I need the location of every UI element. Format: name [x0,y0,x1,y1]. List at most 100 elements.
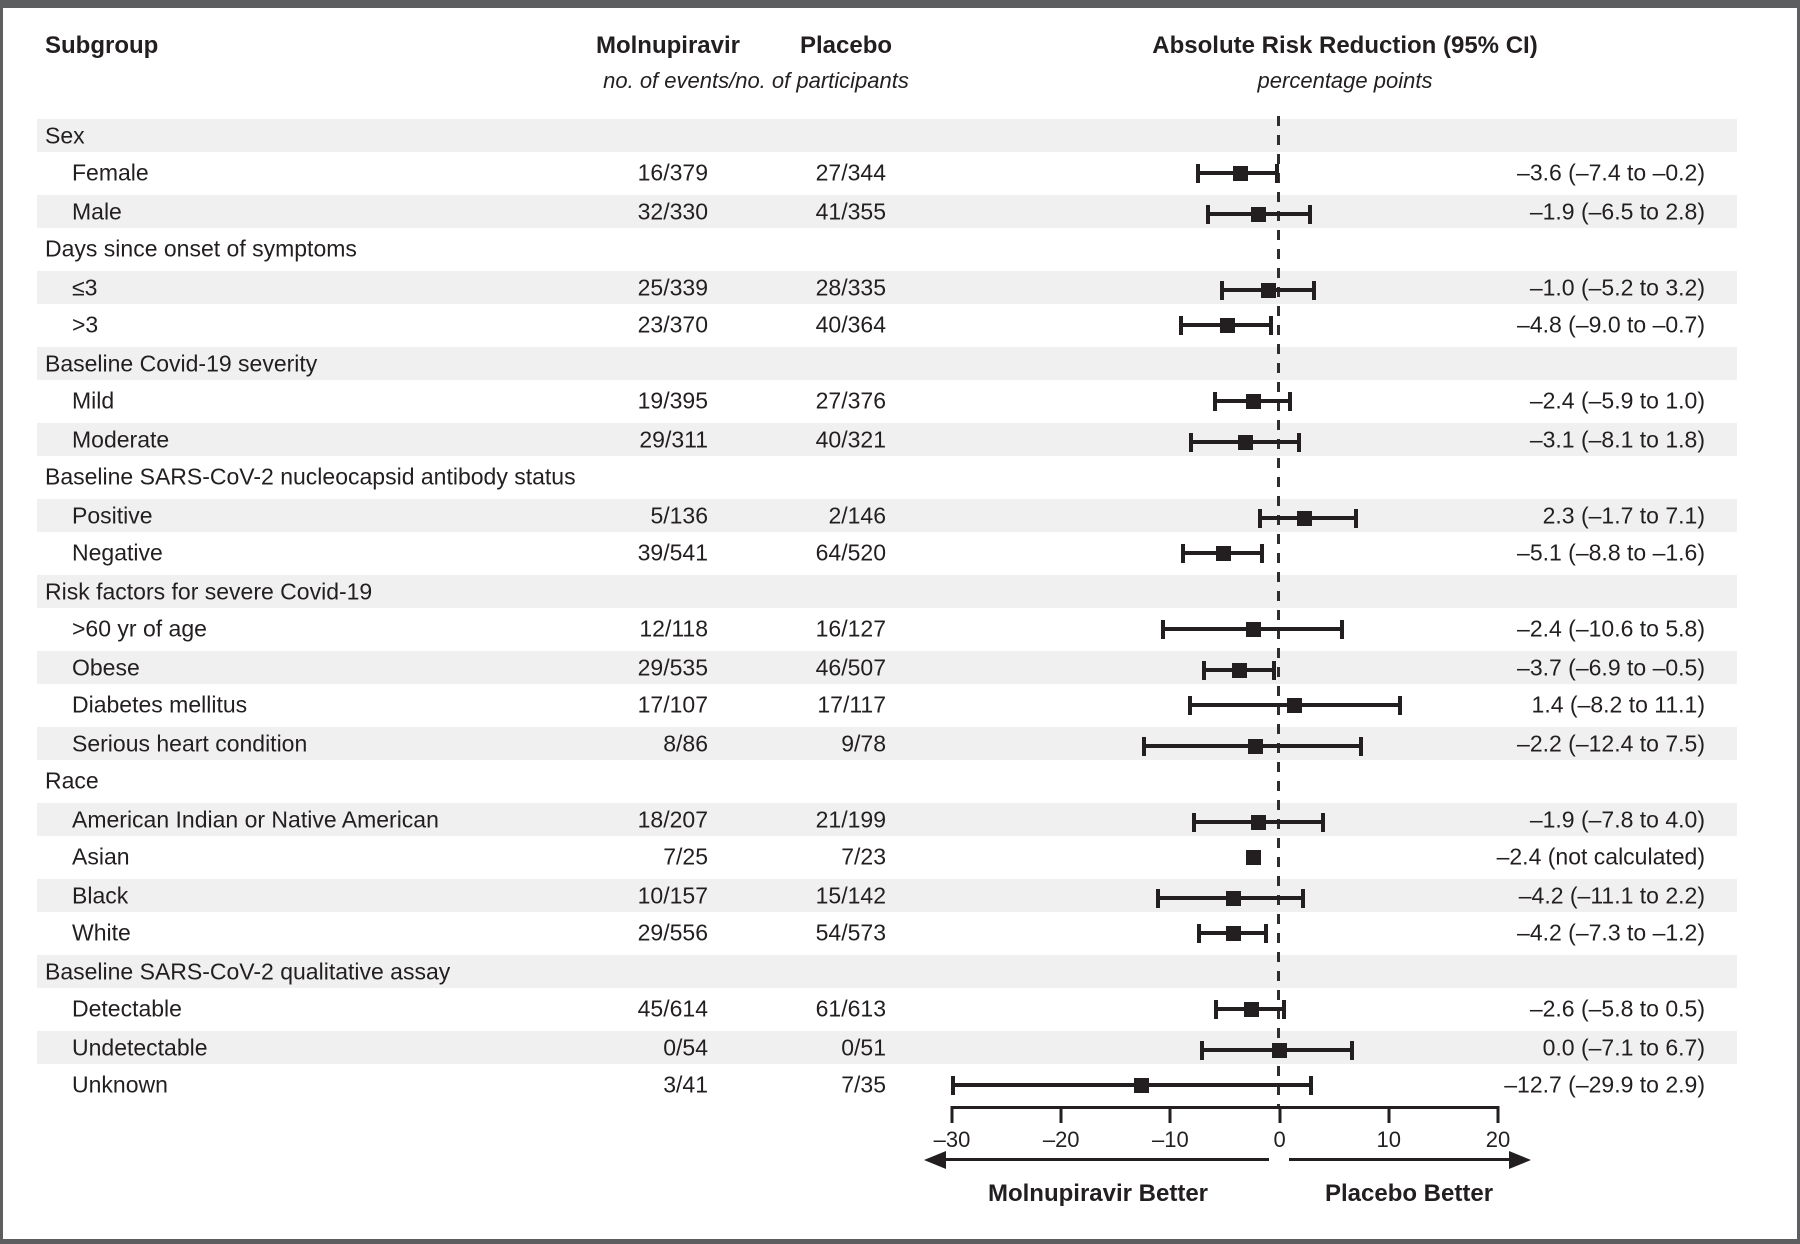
x-axis-tick [1059,1106,1063,1123]
x-axis-tick [1278,1106,1282,1123]
placebo-events-value: 28/335 [815,274,886,300]
x-axis-tick [1496,1106,1500,1123]
arr-ci-value: –2.2 (–12.4 to 7.5) [1517,730,1705,756]
x-axis-tick [1168,1106,1172,1123]
molnupiravir-events-value: 23/370 [637,311,708,338]
forest-plot-cell [952,914,1497,952]
table-row: White 29/556 54/573 –4.2 (–7.3 to –1.2) [37,914,1737,952]
point-estimate-marker [1251,815,1267,830]
forest-plot-cell [952,195,1497,233]
ci-whisker-cap [1201,661,1206,680]
x-axis-line [952,1106,1498,1109]
subgroup-label: Moderate [72,426,170,452]
forest-plot-cell [952,154,1497,192]
group-header-row: Baseline SARS-CoV-2 nucleocapsid antibod… [37,458,1737,496]
point-estimate-marker [1251,207,1267,222]
x-axis-tick [1387,1106,1391,1123]
forest-plot-cell [952,534,1497,572]
subgroup-label: American Indian or Native American [72,806,439,832]
subgroup-label: >3 [72,311,99,338]
subgroup-label: Mild [72,387,115,414]
x-axis-tick-label: –10 [1152,1127,1189,1152]
table-row: ≤3 25/339 28/335 –1.0 (–5.2 to 3.2) [37,268,1737,306]
right-arrowhead-icon [1509,1150,1531,1169]
ci-whisker-cap [1269,316,1274,335]
placebo-events-value: 54/573 [815,919,886,946]
subgroup-label: Black [72,882,129,908]
table-row: Moderate 29/311 40/321 –3.1 (–8.1 to 1.8… [37,420,1737,458]
forest-plot-cell [952,686,1497,724]
ci-whisker-cap [1187,696,1192,715]
molnupiravir-events-value: 29/556 [637,919,708,946]
molnupiravir-events-value: 7/25 [663,843,708,870]
placebo-events-value: 7/35 [841,1071,886,1098]
molnupiravir-events-value: 39/541 [637,539,708,566]
molnupiravir-events-value: 25/339 [637,274,708,300]
table-row: American Indian or Native American 18/20… [37,800,1737,838]
forest-plot-cell [952,499,1497,537]
placebo-events-value: 40/364 [815,311,886,338]
ci-whisker-cap [1271,661,1276,680]
placebo-events-value: 61/613 [815,995,886,1022]
placebo-events-value: 16/127 [815,615,886,642]
forest-plot-cell [952,727,1497,765]
x-axis-tick-label: –20 [1042,1127,1080,1152]
column-header-molnupiravir: Molnupiravir [595,32,740,59]
group-header-row: Race [37,762,1737,800]
ci-whisker-cap [1340,620,1345,639]
x-axis-tick-label: 10 [1376,1127,1402,1152]
point-estimate-marker [1245,394,1261,409]
subgroup-label: Asian [72,843,130,870]
subgroup-label: Baseline SARS-CoV-2 qualitative assay [45,958,451,984]
forest-plot-cell [952,803,1497,841]
point-estimate-marker [1226,891,1242,906]
subgroup-label: Days since onset of symptoms [45,235,357,262]
x-axis-tick-label: 0 [1273,1127,1286,1152]
point-estimate-marker [1245,850,1261,865]
ci-whisker-cap [1320,813,1325,832]
arr-ci-value: –1.0 (–5.2 to 3.2) [1529,274,1705,300]
arr-ci-value: –3.1 (–8.1 to 1.8) [1529,426,1705,452]
forest-plot-cell [952,423,1497,461]
ci-whisker-cap [1308,1076,1313,1095]
subgroup-label: White [72,919,131,946]
forest-plot-cell [952,382,1497,420]
column-header-arr: Absolute Risk Reduction (95% CI) [1152,32,1538,59]
table-row: Black 10/157 15/142 –4.2 (–11.1 to 2.2) [37,876,1737,914]
molnupiravir-events-value: 32/330 [637,198,708,224]
table-row: Detectable 45/614 61/613 –2.6 (–5.8 to 0… [37,990,1737,1028]
point-estimate-marker [1219,318,1235,333]
x-axis-tick [950,1106,954,1123]
table-row: Asian 7/25 7/23 –2.4 (not calculated) [37,838,1737,876]
placebo-events-value: 17/117 [817,691,886,718]
placebo-events-value: 2/146 [828,502,886,528]
point-estimate-marker [1243,1002,1259,1017]
ci-whisker-cap [1350,1041,1355,1060]
arr-ci-value: –4.2 (–11.1 to 2.2) [1518,882,1705,908]
subgroup-label: Serious heart condition [72,730,308,756]
molnupiravir-events-value: 29/311 [639,426,708,452]
arr-ci-value: –3.6 (–7.4 to –0.2) [1517,159,1705,186]
right-direction-arrow [1289,1150,1531,1169]
subgroup-label: Diabetes mellitus [72,691,248,718]
subgroup-label: Negative [72,539,163,566]
ci-whisker-cap [1161,620,1166,639]
point-estimate-marker [1287,698,1303,713]
subgroup-label: Baseline SARS-CoV-2 nucleocapsid antibod… [45,463,576,490]
point-estimate-marker [1133,1078,1149,1093]
ci-whisker-cap [1274,164,1279,183]
molnupiravir-events-value: 0/54 [663,1034,708,1060]
ci-whisker-cap [1220,281,1225,300]
subgroup-label: Female [72,159,149,186]
ci-whisker-cap [1311,281,1316,300]
ci-whisker-cap [1191,813,1196,832]
group-header-row: Baseline Covid-19 severity [37,344,1737,382]
point-estimate-marker [1245,622,1261,637]
forest-plot-cell [952,838,1497,876]
point-estimate-marker [1232,166,1248,181]
subgroup-label: Unknown [72,1071,168,1098]
arr-ci-value: –4.2 (–7.3 to –1.2) [1517,919,1705,946]
subgroup-label: Risk factors for severe Covid-19 [45,578,373,604]
ci-whisker-cap [1397,696,1402,715]
column-header-placebo: Placebo [799,32,893,59]
